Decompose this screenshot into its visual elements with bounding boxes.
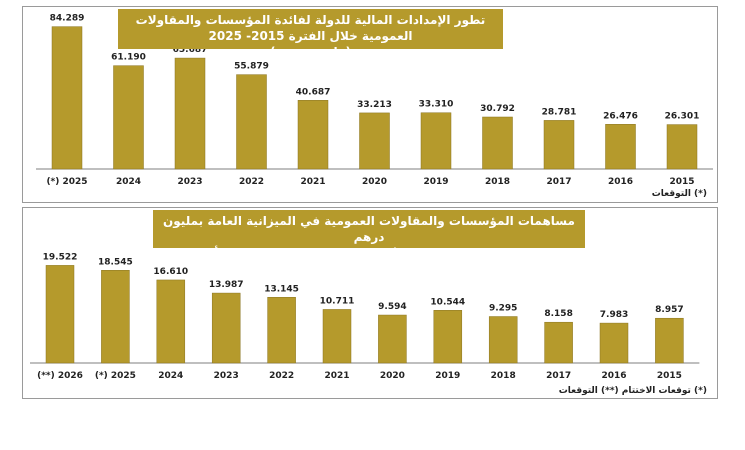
data-label-5: 33.213 — [357, 100, 392, 110]
bar-6 — [378, 314, 407, 364]
x-tick-label-10: 2015 — [669, 177, 694, 187]
data-label-3: 55.879 — [234, 62, 269, 72]
x-tick-label-9: 2017 — [546, 371, 571, 381]
data-label-10: 26.301 — [665, 112, 700, 122]
x-tick-label-8: 2018 — [491, 371, 516, 381]
x-tick-label-3: 2023 — [214, 371, 239, 381]
data-label-5: 10.711 — [320, 296, 355, 306]
bar-8 — [543, 120, 575, 170]
x-tick-label-7: 2019 — [435, 371, 460, 381]
x-tick-label-6: 2020 — [380, 371, 405, 381]
data-label-0: 84.289 — [50, 14, 85, 24]
bar-0 — [45, 265, 75, 364]
x-tick-label-1: (*) 2025 — [95, 371, 136, 381]
bar-7 — [482, 116, 513, 170]
bar-10 — [666, 124, 698, 170]
data-label-4: 40.687 — [296, 87, 331, 97]
chart-footnote: (*) التوقعات — [651, 189, 707, 199]
data-label-11: 8.957 — [655, 305, 683, 315]
chart-panel-financial-transfers: 84.289 (*) 2025 61.190 2024 65.687 2023 55.879… — [22, 6, 718, 203]
bar-9 — [605, 124, 636, 170]
bar-11 — [655, 317, 684, 364]
data-label-8: 28.781 — [542, 107, 577, 117]
x-tick-label-6: 2019 — [423, 177, 448, 187]
data-label-0: 19.522 — [43, 252, 78, 262]
chart-title: تطور الإمدادات المالية للدولة لفائدة الم… — [135, 13, 486, 43]
bar-1 — [101, 270, 130, 364]
x-tick-label-0: (**) 2026 — [37, 371, 83, 381]
bar-0 — [51, 26, 83, 170]
bar-2 — [174, 57, 206, 170]
x-tick-label-4: 2022 — [269, 371, 294, 381]
data-label-2: 65.687 — [173, 45, 208, 55]
data-label-1: 18.545 — [98, 257, 133, 267]
data-label-6: 33.310 — [419, 100, 454, 110]
x-tick-label-0: (*) 2025 — [46, 177, 87, 187]
data-label-8: 9.295 — [489, 304, 517, 314]
data-label-7: 10.544 — [430, 297, 465, 307]
bar-4 — [297, 100, 329, 170]
bar-5 — [359, 112, 390, 170]
x-tick-label-11: 2015 — [657, 371, 682, 381]
bar-10 — [599, 322, 629, 364]
x-tick-label-1: 2024 — [116, 177, 141, 187]
data-label-4: 13.145 — [264, 284, 299, 294]
chart-panel-budget-contributions: 19.522 (**) 2026 18.545 (*) 2025 16.610 2024 1… — [22, 207, 718, 399]
data-label-7: 30.792 — [480, 104, 515, 114]
bar-1 — [113, 65, 144, 170]
chart-subtitle: (مليون درهم) — [270, 45, 351, 59]
chart-financial-transfers: 84.289 (*) 2025 61.190 2024 65.687 2023 55.879… — [36, 14, 713, 187]
x-tick-label-5: 2021 — [324, 371, 349, 381]
data-label-9: 26.476 — [603, 111, 638, 121]
bar-8 — [488, 316, 518, 364]
x-tick-label-4: 2021 — [300, 177, 325, 187]
chart-title-box: تطور الإمدادات المالية للدولة لفائدة الم… — [118, 9, 503, 59]
x-tick-label-7: 2018 — [485, 177, 510, 187]
chart-title-box: مساهمات المؤسسات والمقاولات العمومية في … — [153, 210, 585, 276]
data-label-2: 16.610 — [153, 267, 188, 277]
x-tick-label-10: 2016 — [601, 371, 626, 381]
data-label-1: 61.190 — [111, 53, 146, 63]
bar-2 — [156, 279, 186, 364]
bar-6 — [420, 112, 452, 170]
chart-footnote: (*) توقعات الاختتام (**) التوقعات — [558, 386, 707, 396]
x-tick-label-2: 2023 — [177, 177, 202, 187]
bar-9 — [544, 321, 573, 364]
bar-4 — [267, 297, 296, 364]
chart-budget-contributions: 19.522 (**) 2026 18.545 (*) 2025 16.610 2024 1… — [30, 252, 700, 381]
data-label-3: 13.987 — [209, 280, 244, 290]
bar-3 — [211, 292, 241, 364]
data-label-10: 7.983 — [600, 310, 628, 320]
bar-5 — [322, 309, 352, 364]
bar-7 — [433, 310, 463, 364]
bar-3 — [236, 74, 267, 170]
data-label-9: 8.158 — [544, 309, 572, 319]
x-tick-label-3: 2022 — [239, 177, 264, 187]
x-tick-label-8: 2017 — [546, 177, 571, 187]
x-tick-label-5: 2020 — [362, 177, 387, 187]
chart-subtitle: برسم الفترة 2015-2026 (دون احتساب عائدات… — [185, 246, 553, 276]
x-tick-label-2: 2024 — [158, 371, 183, 381]
chart-title: مساهمات المؤسسات والمقاولات العمومية في … — [163, 214, 575, 244]
data-label-6: 9.594 — [378, 302, 406, 312]
x-tick-label-9: 2016 — [608, 177, 633, 187]
